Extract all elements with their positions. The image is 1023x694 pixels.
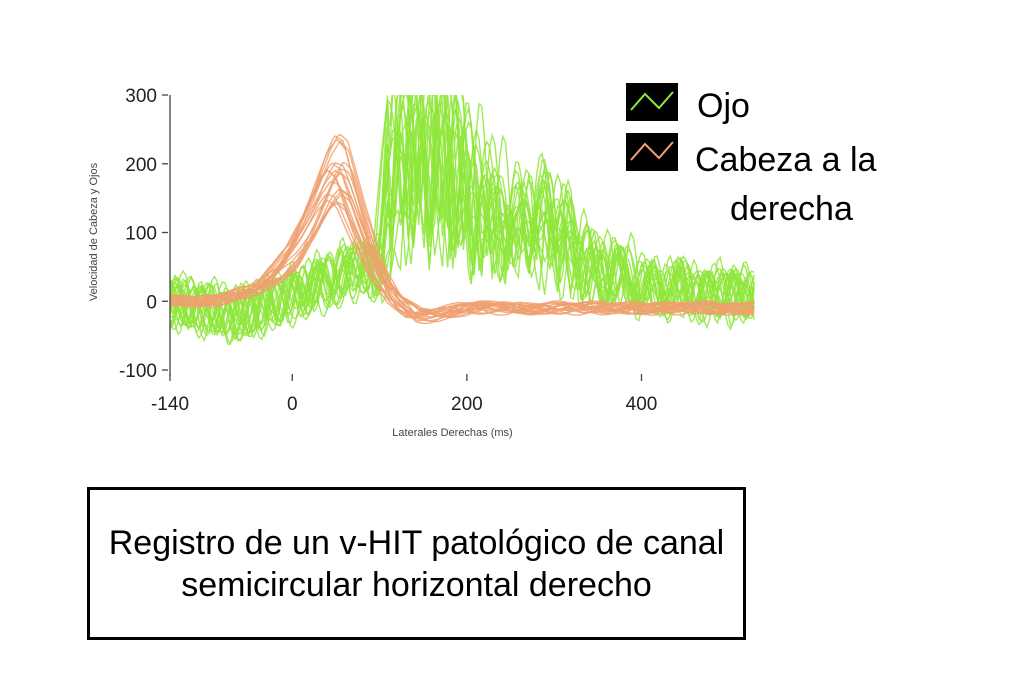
y-tick-label: 300 (125, 86, 157, 107)
caption-box: Registro de un v-HIT patológico de canal… (87, 487, 746, 640)
y-tick-label: -100 (119, 361, 157, 382)
x-tick-label: 400 (626, 394, 658, 415)
x-tick-label: 0 (287, 394, 298, 415)
trace-0-19 (170, 95, 755, 341)
legend-label-cabeza-line2: derecha (730, 190, 853, 228)
legend-label-ojo: Ojo (697, 87, 750, 125)
trace-0-18 (170, 139, 755, 326)
plot-traces (170, 95, 755, 345)
y-tick-label: 100 (125, 224, 157, 245)
trace-1-16 (170, 169, 755, 319)
series-1 (170, 133, 755, 325)
x-tick-label: -140 (151, 394, 189, 415)
legend: Ojo Cabeza a la derecha (626, 83, 877, 228)
axes: 300 200 100 0 -100 -140 0 200 400 Laterales Derec… (88, 86, 657, 439)
legend-line-cabeza (630, 141, 674, 161)
caption-text: Registro de un v-HIT patológico de canal… (108, 523, 725, 604)
x-tick-label: 200 (451, 394, 483, 415)
trace-0-15 (170, 95, 755, 343)
legend-item-cabeza: Cabeza a la derecha (626, 133, 877, 228)
legend-item-ojo: Ojo (626, 83, 750, 125)
trace-1-19 (170, 133, 755, 322)
y-axis-title: Velocidad de Cabeza y Ojos (88, 162, 100, 301)
legend-line-ojo (630, 91, 674, 111)
trace-1-13 (170, 161, 755, 318)
x-axis-title: Laterales Derechas (ms) (392, 427, 512, 439)
y-tick-label: 0 (146, 292, 157, 313)
legend-label-cabeza-line1: Cabeza a la (695, 141, 877, 179)
y-tick-label: 200 (125, 155, 157, 176)
